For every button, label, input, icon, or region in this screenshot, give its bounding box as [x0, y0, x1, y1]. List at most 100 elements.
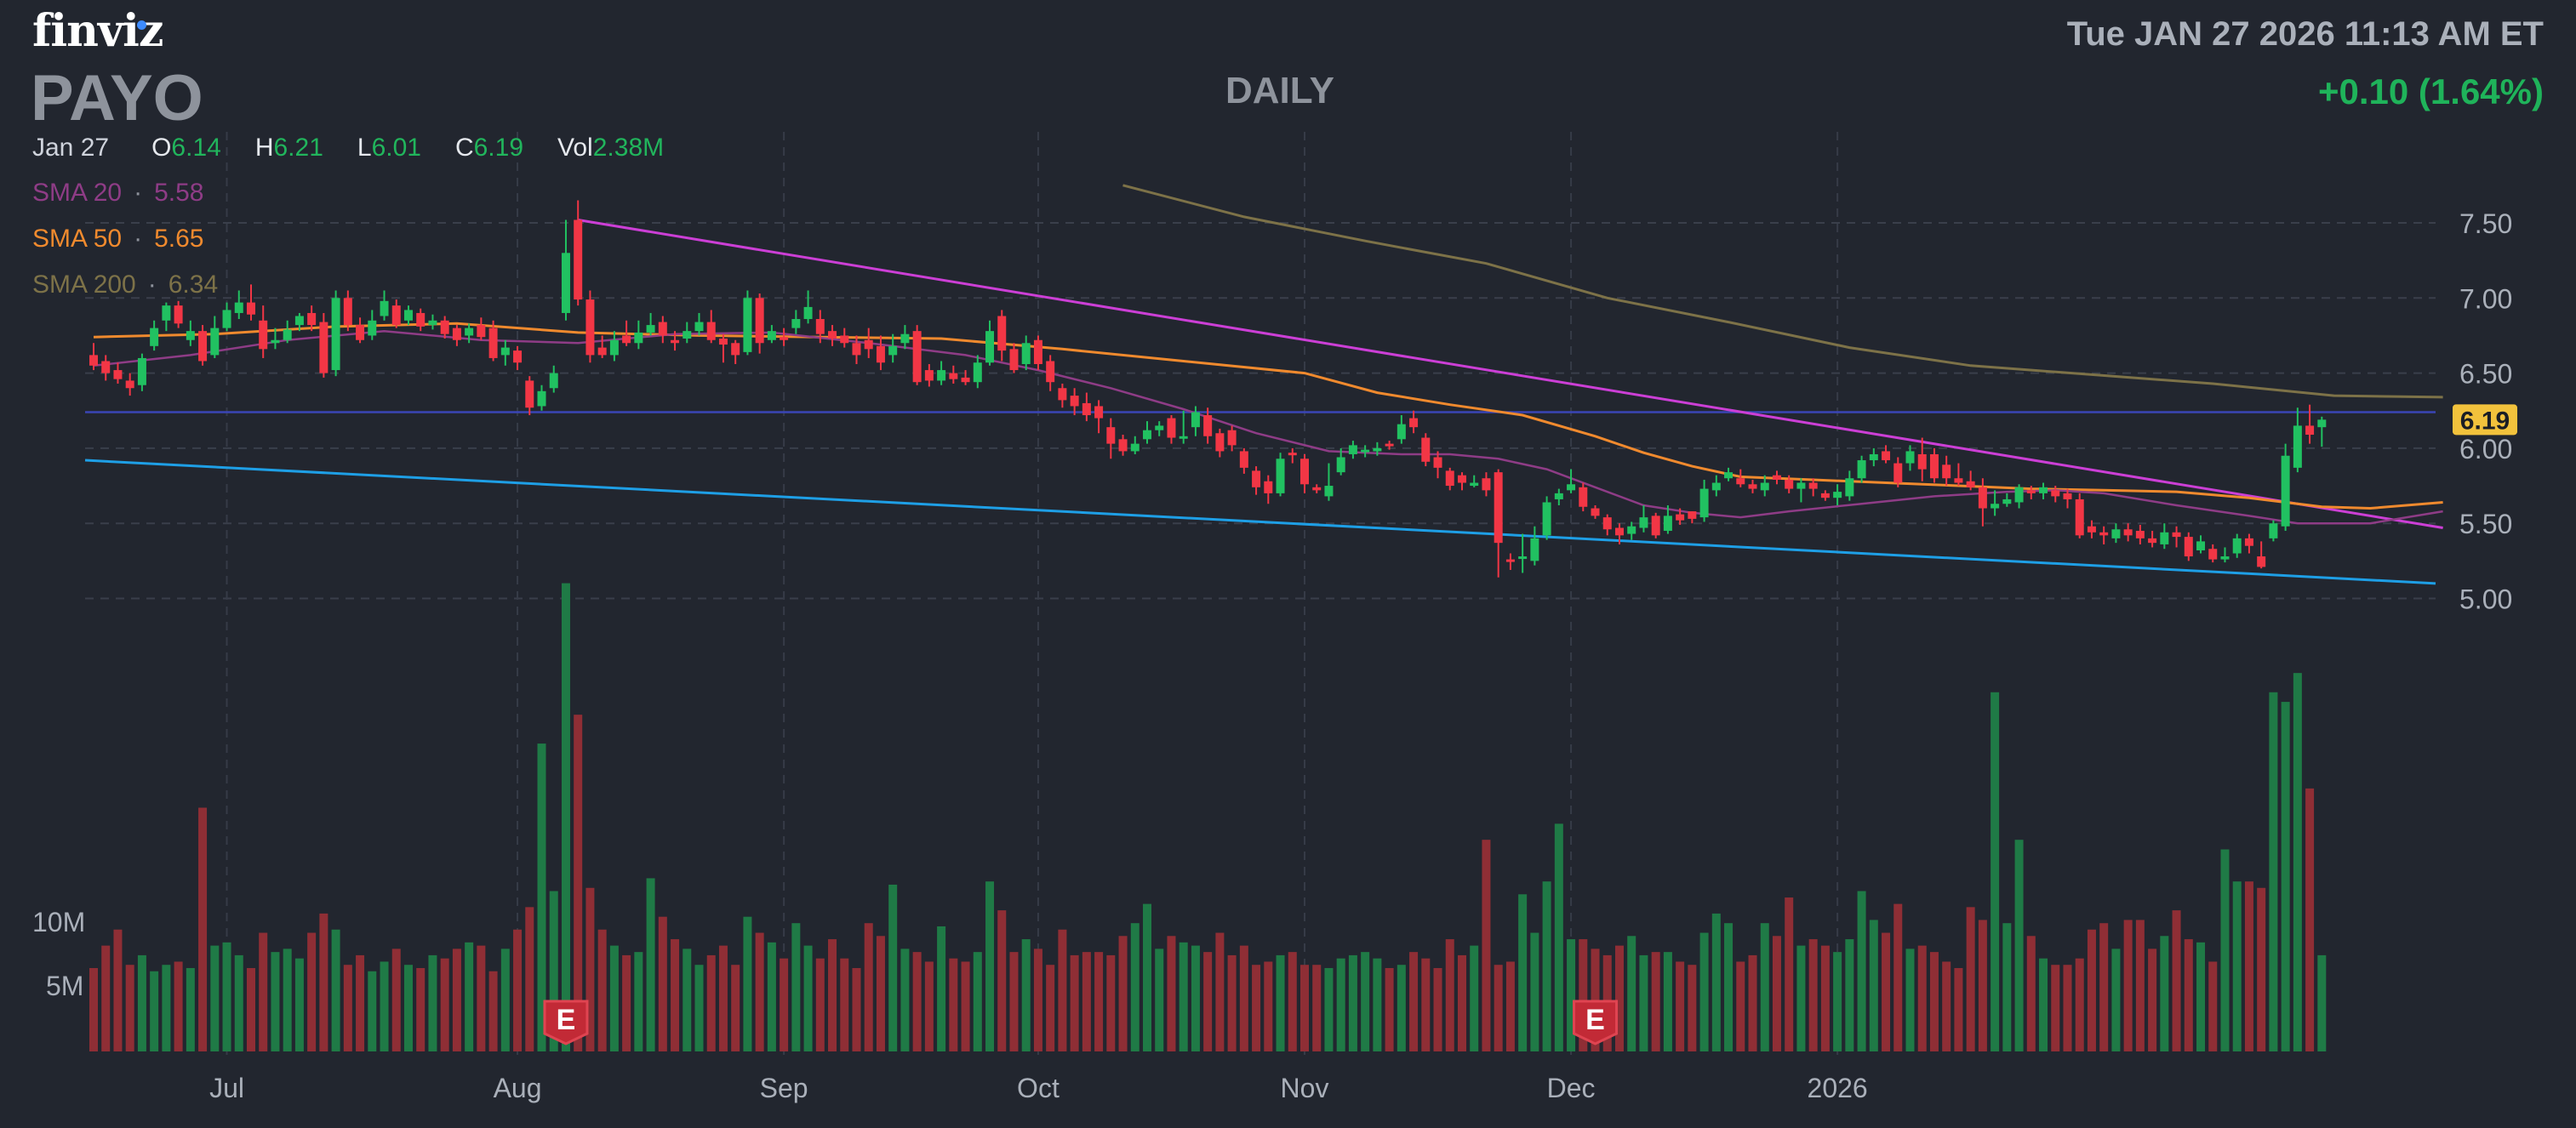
candle — [622, 335, 631, 344]
volume-bar — [561, 583, 570, 1051]
volume-bar — [1046, 965, 1055, 1051]
candle — [525, 380, 534, 408]
candle — [2220, 556, 2230, 560]
volume-tick-label: 5M — [46, 971, 83, 1001]
candle — [1505, 559, 1515, 562]
volume-bar — [1614, 945, 1624, 1051]
candle — [294, 316, 304, 326]
candle — [900, 333, 910, 344]
volume-bar — [416, 967, 426, 1051]
candle — [997, 316, 1007, 351]
candle — [1942, 464, 1951, 479]
volume-bar — [852, 967, 861, 1051]
volume-bar — [2063, 965, 2072, 1051]
volume-bar — [1785, 897, 1794, 1051]
candle — [319, 322, 328, 373]
timeframe-label[interactable]: DAILY — [1225, 70, 1334, 111]
last-price-tag — [2453, 404, 2517, 436]
volume-bar — [283, 949, 292, 1051]
volume-bar — [767, 942, 776, 1051]
volume-bar — [525, 907, 534, 1051]
sma50-value: 5.65 — [154, 225, 204, 253]
candle — [1882, 451, 1891, 461]
volume-bar — [1796, 945, 1806, 1051]
candle — [852, 343, 861, 356]
candle — [574, 219, 583, 300]
volume-bar — [2208, 961, 2218, 1051]
volume-bar — [89, 967, 98, 1051]
volume-bar — [537, 743, 546, 1051]
candle — [1627, 526, 1636, 534]
candle — [1736, 478, 1745, 485]
candle — [1917, 453, 1927, 470]
finviz-logo[interactable]: finviz — [32, 5, 163, 57]
volume-bar — [403, 965, 413, 1051]
candle — [356, 325, 365, 340]
candle — [2305, 425, 2315, 436]
volume-bar — [343, 965, 352, 1051]
candle — [259, 320, 268, 350]
candle — [1929, 453, 1939, 479]
volume-bar — [718, 945, 728, 1051]
volume-bar — [937, 926, 946, 1051]
volume-value: 2.38M — [592, 134, 665, 162]
low-value: 6.01 — [371, 134, 421, 162]
candle — [1699, 488, 1709, 518]
candle — [2317, 419, 2327, 428]
volume-bar — [1760, 923, 1769, 1051]
candle — [513, 350, 523, 363]
candle — [186, 331, 195, 340]
candle — [683, 331, 692, 339]
candle — [1639, 517, 1648, 528]
candle — [452, 328, 461, 340]
candle — [828, 331, 837, 339]
candle — [89, 355, 98, 366]
volume-bar — [1808, 939, 1818, 1051]
candle — [1820, 493, 1830, 498]
candle — [1118, 439, 1128, 452]
candle — [488, 328, 498, 358]
sma200-value: 6.34 — [168, 271, 219, 299]
volume-bar — [912, 952, 922, 1051]
volume-bar — [1991, 692, 2000, 1051]
candle — [440, 320, 449, 334]
low-label: L — [357, 134, 372, 162]
volume-bar — [2026, 936, 2036, 1051]
candle — [1397, 424, 1406, 440]
volume-bar — [101, 945, 111, 1051]
volume-bar — [1833, 952, 1842, 1051]
volume-bar — [1724, 923, 1734, 1051]
sma200-legend[interactable]: SMA 200 · 6.34 — [32, 271, 218, 299]
volume-bar — [1312, 965, 1322, 1051]
volume-bar — [210, 945, 220, 1051]
volume-bar — [1143, 903, 1152, 1051]
candle — [1457, 475, 1466, 483]
volume-bar — [1324, 967, 1334, 1051]
volume-bar — [1554, 823, 1563, 1051]
y-tick-label: 5.50 — [2459, 509, 2512, 539]
volume-bar — [1033, 949, 1042, 1051]
candle — [1009, 349, 1019, 371]
volume-bar — [1905, 949, 1915, 1051]
candle — [1070, 396, 1079, 407]
volume-bar — [1579, 939, 1588, 1051]
candle — [2014, 487, 2024, 503]
volume-bar — [125, 965, 134, 1051]
candle — [1179, 436, 1188, 439]
volume-bar — [985, 881, 995, 1051]
candle — [2269, 523, 2278, 538]
candle — [2051, 490, 2060, 497]
sma50-legend[interactable]: SMA 50 · 5.65 — [32, 225, 203, 254]
volume-bar — [1191, 945, 1200, 1051]
candle — [1651, 516, 1660, 536]
candle — [210, 328, 220, 356]
volume-bar — [1676, 961, 1685, 1051]
volume-bar — [1857, 891, 1866, 1051]
volume-bar — [162, 965, 171, 1051]
candle — [1421, 437, 1431, 462]
volume-bar — [1227, 954, 1237, 1051]
candle — [864, 339, 873, 350]
sma20-legend[interactable]: SMA 20 · 5.58 — [32, 179, 203, 208]
volume-bar — [731, 965, 740, 1051]
